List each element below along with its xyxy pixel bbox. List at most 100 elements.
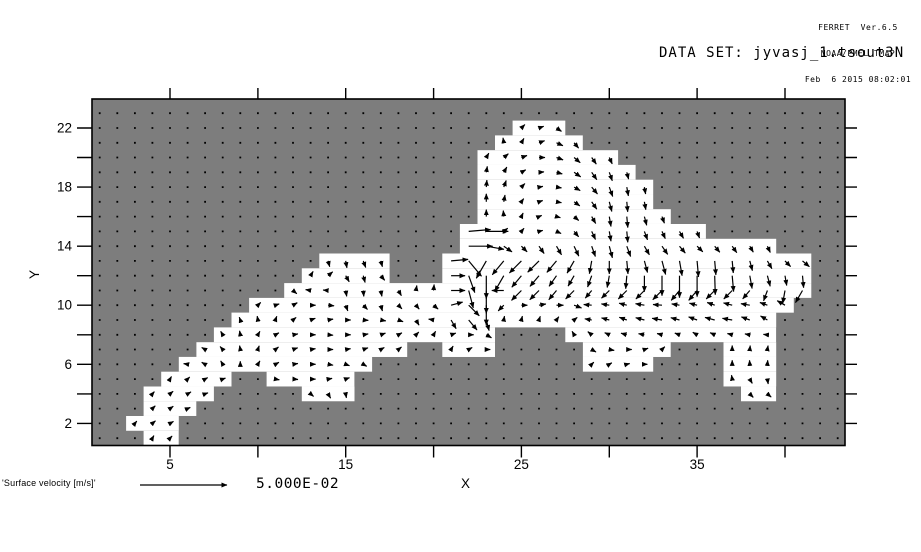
velocity-arrow — [396, 289, 402, 297]
velocity-arrow — [166, 376, 173, 383]
velocity-arrow — [511, 275, 522, 288]
y-tick-label: 22 — [57, 121, 72, 136]
velocity-arrow — [742, 290, 751, 300]
velocity-arrow — [220, 330, 226, 338]
velocity-arrow — [184, 406, 191, 412]
water-cells-row — [477, 150, 619, 165]
velocity-arrow — [548, 290, 557, 301]
velocity-arrow — [554, 213, 561, 219]
velocity-arrow — [309, 347, 316, 353]
velocity-arrow — [766, 275, 772, 287]
y-axis-label: Y — [27, 269, 43, 280]
y-tick-label: 6 — [64, 357, 72, 372]
water-cells-row — [196, 342, 408, 357]
velocity-arrow — [326, 271, 334, 278]
velocity-arrow — [624, 260, 630, 275]
velocity-arrow — [605, 362, 613, 368]
water-cells-row — [459, 238, 777, 254]
velocity-arrow — [573, 157, 581, 164]
velocity-arrow — [573, 142, 580, 149]
velocity-arrow — [468, 304, 480, 317]
velocity-arrow — [529, 290, 540, 301]
velocity-arrow — [483, 179, 489, 188]
velocity-arrow — [643, 260, 649, 273]
velocity-arrow — [536, 229, 544, 235]
velocity-arrow — [342, 391, 348, 399]
velocity-arrow — [322, 288, 329, 294]
velocity-arrow — [483, 152, 490, 160]
velocity-arrow — [590, 231, 597, 240]
velocity-arrow — [591, 186, 598, 195]
velocity-arrow — [396, 303, 403, 310]
velocity-arrow — [379, 332, 386, 338]
velocity-arrow — [565, 290, 575, 300]
velocity-arrow — [518, 212, 524, 220]
velocity-arrow — [325, 392, 332, 399]
water-cells-row — [266, 371, 355, 387]
velocity-arrow — [529, 275, 540, 287]
velocity-arrow — [696, 245, 704, 253]
velocity-arrow — [538, 302, 547, 308]
velocity-arrow — [511, 290, 522, 301]
velocity-arrow — [730, 374, 735, 382]
velocity-arrow — [722, 316, 733, 322]
velocity-arrow — [183, 362, 190, 368]
velocity-arrow — [641, 347, 649, 353]
x-tick-label: 15 — [338, 457, 353, 472]
velocity-arrow — [660, 231, 666, 239]
velocity-arrow — [656, 332, 664, 338]
velocity-arrow — [273, 376, 280, 382]
velocity-arrow — [556, 155, 564, 161]
velocity-arrow — [503, 245, 513, 253]
velocity-arrow — [573, 230, 580, 238]
velocity-arrow — [491, 260, 505, 276]
velocity-arrow — [166, 435, 173, 442]
axis-ticks — [77, 88, 857, 458]
velocity-arrow — [760, 315, 768, 321]
velocity-arrow — [167, 390, 174, 397]
velocity-arrow — [167, 420, 174, 427]
velocity-arrow — [608, 346, 615, 352]
velocity-arrow — [201, 346, 208, 353]
velocity-arrow — [608, 186, 614, 197]
velocity-arrow — [709, 332, 717, 338]
velocity-arrow — [502, 153, 509, 160]
velocity-arrow — [591, 201, 598, 210]
x-tick-label: 5 — [166, 457, 174, 472]
velocity-arrow — [624, 186, 630, 197]
velocity-arrow — [468, 319, 478, 331]
velocity-arrow — [623, 275, 629, 290]
y-tick-label: 10 — [57, 298, 72, 313]
velocity-arrow — [587, 260, 593, 275]
velocity-arrow — [642, 186, 648, 195]
vector-legend-value: 5.000E-02 — [256, 476, 340, 492]
velocity-arrow — [527, 260, 540, 273]
velocity-arrow — [584, 290, 593, 299]
water-cells-row — [565, 327, 777, 343]
velocity-arrow — [571, 316, 578, 323]
velocity-arrow — [590, 216, 597, 224]
velocity-arrow — [325, 260, 331, 268]
velocity-arrow — [623, 362, 631, 368]
velocity-arrow — [291, 361, 299, 367]
velocity-arrow — [291, 347, 299, 353]
velocity-arrow — [535, 214, 543, 220]
velocity-arrow — [591, 157, 597, 165]
velocity-arrow — [740, 302, 750, 308]
velocity-arrow — [553, 316, 560, 323]
plot-border — [91, 98, 846, 447]
velocity-arrow — [378, 290, 384, 297]
velocity-arrow — [379, 317, 387, 323]
velocity-arrow — [748, 275, 754, 289]
velocity-arrow — [450, 319, 457, 330]
velocity-arrow — [451, 257, 469, 263]
velocity-arrow — [305, 288, 312, 294]
dataset-title: DATA SET: jyvasj_1.tsout3N — [659, 45, 905, 61]
velocity-arrow — [501, 137, 507, 144]
velocity-arrow — [573, 245, 580, 257]
velocity-arrow — [741, 316, 751, 322]
velocity-arrow — [747, 391, 754, 398]
velocity-arrow — [536, 315, 541, 323]
velocity-arrow — [678, 260, 684, 277]
